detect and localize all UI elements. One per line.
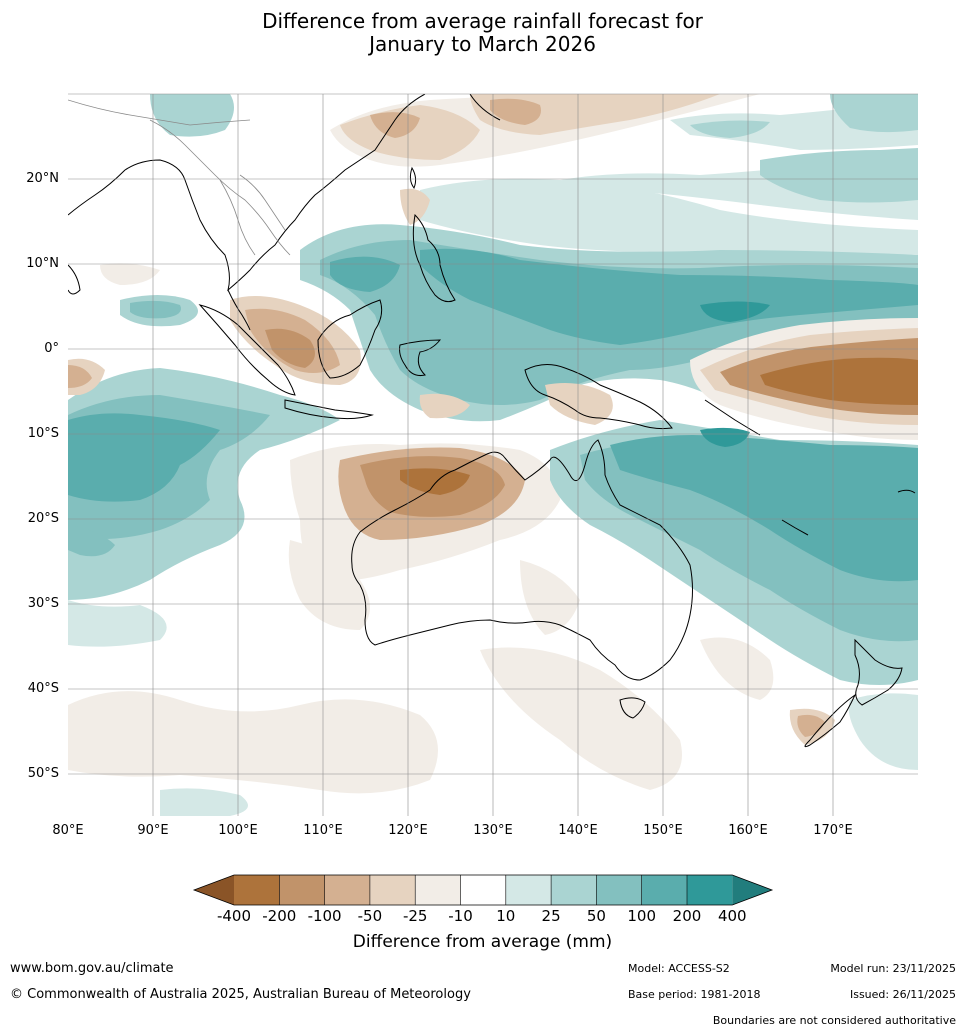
lon-label-120e: 120°E	[388, 823, 428, 838]
lon-label-140e: 140°E	[558, 823, 598, 838]
colorbar-dividers	[278, 875, 688, 905]
colorbar-extend-low	[194, 875, 234, 905]
issued-text: Issued: 26/11/2025	[849, 988, 956, 1001]
lat-label-10s: 10°S	[27, 426, 59, 441]
lat-label-20s: 20°S	[27, 511, 59, 526]
graticule	[68, 93, 918, 816]
philippines-coastline	[412, 213, 456, 303]
sulawesi-coastline	[399, 339, 442, 376]
colorbar-label-m100: -100	[307, 907, 342, 925]
lon-label-100e: 100°E	[218, 823, 258, 838]
lon-label-80e: 80°E	[52, 823, 84, 838]
japan-coastline	[469, 94, 501, 121]
lat-label-50s: 50°S	[27, 766, 59, 781]
colorbar-bin-2	[279, 875, 325, 905]
colorbar-label-100: 100	[627, 907, 656, 925]
map-title: Difference from average rainfall forecas…	[0, 10, 965, 56]
colorbar-label-m50: -50	[357, 907, 383, 925]
colorbar-label-10: 10	[496, 907, 516, 925]
colorbar-bin-4	[369, 875, 416, 905]
colorbar	[192, 874, 774, 906]
colorbar-label-m25: -25	[402, 907, 428, 925]
title-line-2: January to March 2026	[369, 32, 596, 56]
model-text: Model: ACCESS-S2	[628, 962, 730, 975]
lon-label-150e: 150°E	[643, 823, 683, 838]
colorbar-label-200: 200	[672, 907, 702, 925]
colorbar-bin-11	[687, 875, 733, 905]
colorbar-outline	[192, 874, 774, 906]
colorbar-label-m10: -10	[448, 907, 473, 925]
laos-border	[239, 174, 286, 231]
colorbar-bin-9	[596, 875, 642, 905]
asia-coastline	[68, 94, 426, 292]
colorbar-label-50: 50	[586, 907, 606, 925]
base-period-text: Base period: 1981-2018	[628, 988, 761, 1001]
australia-coastline	[351, 439, 693, 681]
colorbar-extend-high	[732, 875, 772, 905]
indochina-border	[149, 119, 291, 256]
copyright-text: © Commonwealth of Australia 2025, Austra…	[10, 987, 471, 1002]
solomon-islands-coastline	[704, 399, 761, 436]
nz-north-island-coastline	[854, 638, 903, 706]
fiji-coastline	[897, 489, 916, 494]
lat-label-20n: 20°N	[26, 171, 59, 186]
colorbar-bin-8	[551, 875, 597, 905]
malay-peninsula-coastline	[227, 289, 251, 331]
lat-label-10n: 10°N	[26, 256, 59, 271]
colorbar-label-400: 400	[717, 907, 747, 925]
borneo-coastline	[317, 299, 383, 379]
new-caledonia-coastline	[781, 519, 809, 536]
lat-label-40s: 40°S	[27, 681, 59, 696]
colorbar-bin-5	[415, 875, 461, 905]
colorbar-bin-3	[324, 875, 370, 905]
colorbar-label-m200: -200	[262, 907, 297, 925]
taiwan-coastline	[409, 166, 417, 190]
lon-label-110e: 110°E	[303, 823, 343, 838]
colorbar-bin-6	[460, 875, 506, 905]
lon-label-90e: 90°E	[137, 823, 169, 838]
website-link[interactable]: www.bom.gov.au/climate	[10, 961, 174, 976]
coastlines	[68, 94, 916, 748]
colorbar-label-25: 25	[541, 907, 561, 925]
lon-label-160e: 160°E	[728, 823, 768, 838]
himalaya-border	[68, 99, 251, 126]
colorbar-title: Difference from average (mm)	[352, 932, 613, 952]
nz-south-island-coastline	[804, 693, 857, 748]
lon-label-170e: 170°E	[813, 823, 853, 838]
title-line-1: Difference from average rainfall forecas…	[262, 9, 703, 33]
new-guinea-coastline	[524, 364, 673, 430]
boundaries-disclaimer: Boundaries are not considered authoritat…	[712, 1014, 956, 1027]
lon-label-130e: 130°E	[473, 823, 513, 838]
lat-label-0: 0°	[44, 341, 59, 356]
colorbar-bin-7	[505, 875, 552, 905]
tasmania-coastline	[619, 697, 646, 719]
colorbar-bin-1	[234, 875, 280, 905]
colorbar-label-m400: -400	[216, 907, 252, 925]
java-coastline	[284, 399, 374, 420]
sri-lanka-coastline	[68, 264, 81, 295]
colorbar-bin-10	[641, 875, 687, 905]
country-borders	[68, 99, 291, 256]
model-run-text: Model run: 23/11/2025	[830, 962, 956, 975]
lat-label-30s: 30°S	[27, 596, 59, 611]
